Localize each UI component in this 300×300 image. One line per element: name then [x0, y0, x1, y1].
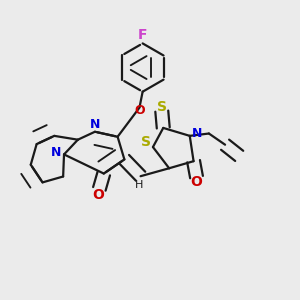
Text: N: N: [90, 118, 100, 131]
Text: S: S: [157, 100, 167, 114]
Text: N: N: [51, 146, 61, 159]
Text: F: F: [138, 28, 147, 42]
Text: H: H: [135, 180, 143, 190]
Text: O: O: [92, 188, 104, 202]
Text: O: O: [134, 104, 145, 117]
Text: S: S: [141, 135, 151, 149]
Text: O: O: [190, 176, 202, 189]
Text: N: N: [192, 127, 202, 140]
